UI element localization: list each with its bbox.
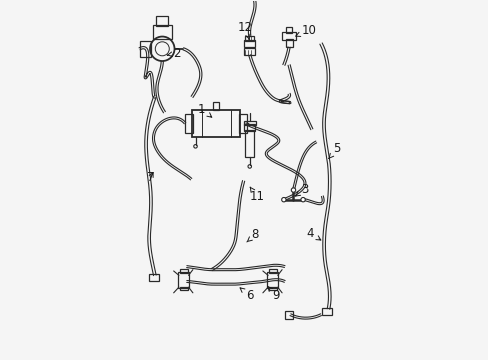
Text: 11: 11: [249, 187, 264, 203]
Bar: [245, 130, 254, 157]
Text: 1: 1: [198, 103, 211, 117]
Bar: [267, 272, 278, 288]
Text: 12: 12: [237, 21, 252, 40]
Bar: [322, 308, 331, 315]
Text: 6: 6: [240, 288, 253, 302]
Bar: [244, 125, 254, 131]
Bar: [244, 48, 255, 55]
Text: 9: 9: [267, 286, 279, 302]
Bar: [285, 39, 292, 47]
Bar: [152, 25, 172, 39]
Text: 2: 2: [167, 47, 180, 60]
Circle shape: [300, 198, 305, 202]
Bar: [156, 17, 168, 26]
Text: 8: 8: [246, 228, 259, 242]
Bar: [286, 27, 291, 33]
Bar: [180, 269, 187, 273]
Bar: [239, 113, 246, 133]
Bar: [268, 287, 276, 290]
Bar: [245, 36, 254, 41]
Text: 7: 7: [146, 171, 154, 184]
Bar: [282, 32, 296, 40]
Bar: [284, 311, 292, 319]
Text: 5: 5: [328, 142, 340, 158]
Bar: [243, 121, 255, 125]
Text: 3: 3: [295, 183, 308, 196]
Bar: [180, 287, 187, 290]
Text: 4: 4: [305, 227, 320, 240]
Bar: [192, 109, 240, 137]
Circle shape: [281, 198, 285, 202]
Bar: [184, 113, 192, 133]
Bar: [149, 274, 159, 282]
Bar: [213, 102, 218, 109]
Bar: [244, 40, 255, 47]
Bar: [268, 269, 276, 273]
Bar: [178, 272, 188, 288]
Circle shape: [291, 188, 295, 192]
Text: 10: 10: [295, 24, 316, 37]
Bar: [139, 41, 151, 57]
